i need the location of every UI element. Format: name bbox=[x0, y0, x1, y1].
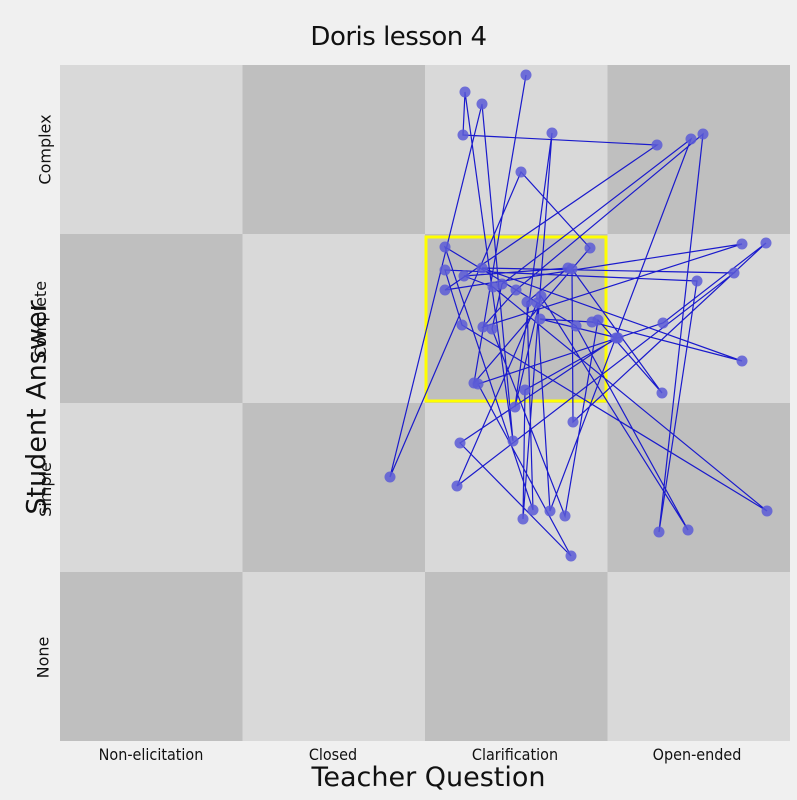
grid-cell bbox=[425, 65, 608, 234]
data-point bbox=[534, 313, 546, 325]
data-point bbox=[384, 471, 396, 483]
data-point bbox=[521, 296, 533, 308]
chart-title: Doris lesson 4 bbox=[310, 22, 487, 52]
data-point bbox=[486, 323, 498, 335]
data-point bbox=[459, 86, 471, 98]
data-point bbox=[456, 319, 468, 331]
data-point bbox=[565, 550, 577, 562]
data-point bbox=[651, 139, 663, 151]
checkerboard-grid bbox=[60, 65, 790, 741]
x-tick-closed: Closed bbox=[308, 745, 358, 764]
data-point bbox=[520, 69, 532, 81]
data-point bbox=[454, 437, 466, 449]
data-point bbox=[685, 133, 697, 145]
data-point bbox=[458, 270, 470, 282]
data-point bbox=[510, 284, 522, 296]
data-point bbox=[487, 281, 499, 293]
grid-cell bbox=[607, 65, 790, 234]
data-point bbox=[546, 127, 558, 139]
data-point bbox=[476, 98, 488, 110]
data-point bbox=[760, 237, 772, 249]
data-point bbox=[559, 510, 571, 522]
transition-path bbox=[389, 74, 768, 557]
data-point bbox=[519, 384, 531, 396]
data-point bbox=[653, 526, 665, 538]
data-point bbox=[736, 238, 748, 250]
data-point bbox=[527, 504, 539, 516]
data-point bbox=[592, 314, 604, 326]
grid-cell bbox=[60, 65, 243, 234]
grid-cell bbox=[60, 234, 243, 403]
x-axis-label: Teacher Question bbox=[311, 762, 546, 793]
data-point bbox=[515, 166, 527, 178]
data-point bbox=[584, 242, 596, 254]
grid-cell bbox=[607, 572, 790, 741]
data-point bbox=[439, 284, 451, 296]
y-axis-label: Student Answer bbox=[21, 300, 53, 515]
data-point bbox=[457, 129, 469, 141]
data-point bbox=[682, 524, 694, 536]
grid-cell bbox=[607, 403, 790, 572]
grid-cell bbox=[242, 403, 425, 572]
x-tick-non-elicitation: Non-elicitation bbox=[98, 745, 204, 764]
data-point bbox=[476, 262, 488, 274]
data-point bbox=[656, 387, 668, 399]
grid-cell bbox=[242, 234, 425, 403]
data-point bbox=[544, 505, 556, 517]
grid-cell bbox=[607, 234, 790, 403]
data-point bbox=[657, 317, 669, 329]
x-tick-open-ended: Open-ended bbox=[652, 745, 742, 764]
data-point bbox=[610, 332, 622, 344]
grid-cell bbox=[60, 572, 243, 741]
data-point bbox=[439, 241, 451, 253]
data-point bbox=[451, 480, 463, 492]
data-point bbox=[517, 513, 529, 525]
data-point bbox=[567, 416, 579, 428]
data-point bbox=[570, 320, 582, 332]
data-point bbox=[691, 275, 703, 287]
data-point bbox=[736, 355, 748, 367]
data-point bbox=[535, 290, 547, 302]
data-point bbox=[697, 128, 709, 140]
data-point bbox=[472, 378, 484, 390]
grid-cell bbox=[242, 572, 425, 741]
x-tick-clarification: Clarification bbox=[471, 745, 559, 764]
data-point bbox=[507, 435, 519, 447]
grid-cell bbox=[242, 65, 425, 234]
data-point bbox=[477, 321, 489, 333]
data-point bbox=[439, 264, 451, 276]
data-point bbox=[728, 267, 740, 279]
data-point bbox=[496, 278, 508, 290]
grid-cell bbox=[425, 572, 608, 741]
grid-cell bbox=[60, 403, 243, 572]
data-point bbox=[566, 263, 578, 275]
y-tick-none: None bbox=[33, 636, 53, 679]
data-point bbox=[761, 505, 773, 517]
y-tick-complex: Complex bbox=[35, 114, 55, 185]
data-point bbox=[509, 401, 521, 413]
data-points bbox=[384, 69, 773, 562]
